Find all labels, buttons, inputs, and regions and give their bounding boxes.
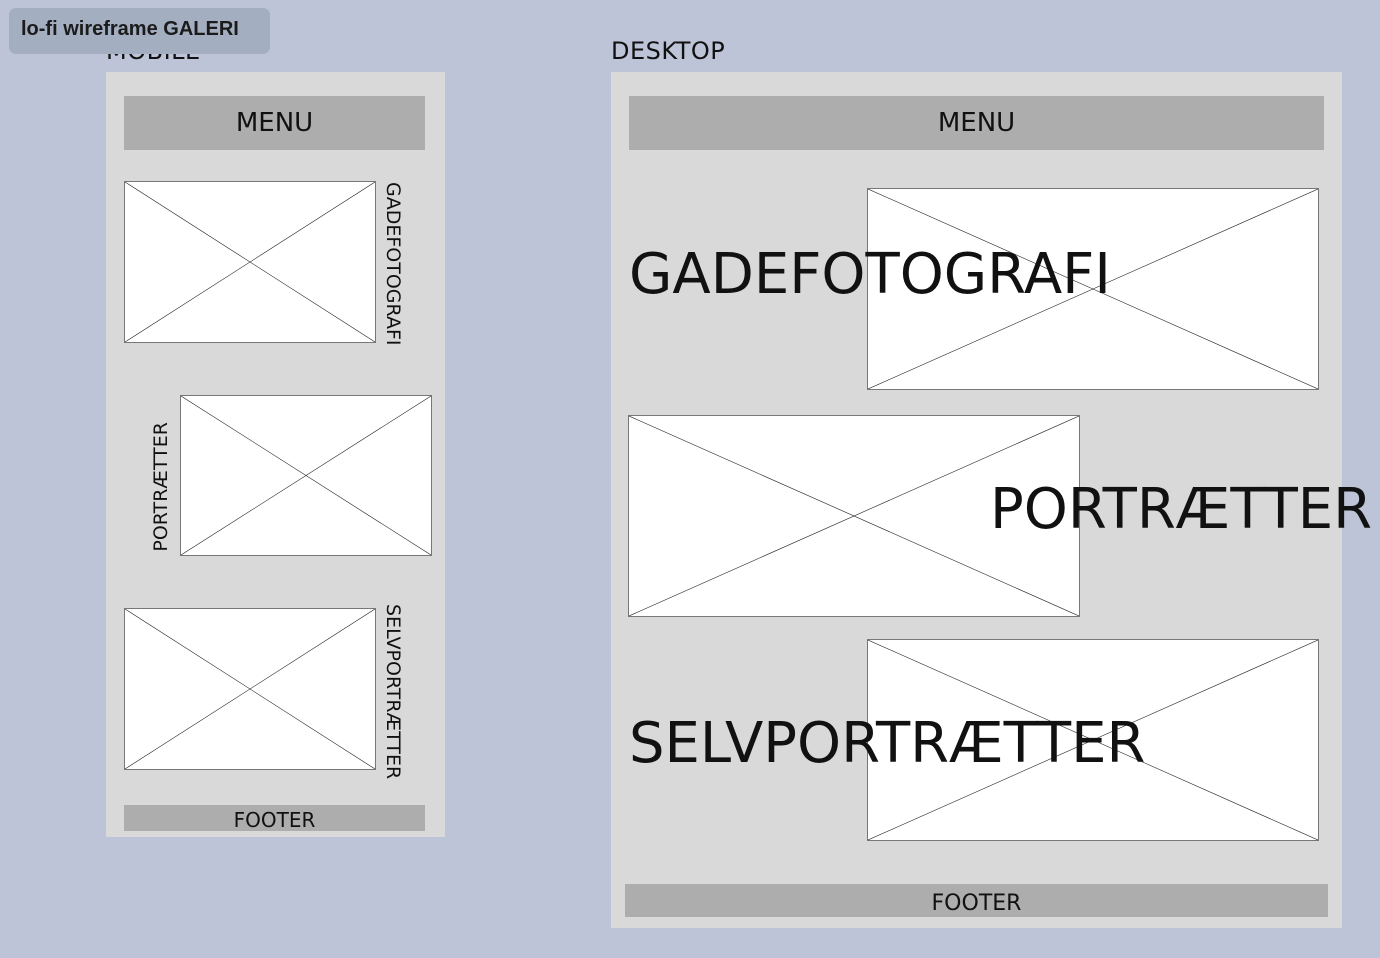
mobile-image-placeholder-selvportraetter — [124, 608, 376, 770]
file-name-tag[interactable]: lo-fi wireframe GALERI — [9, 8, 270, 54]
mobile-label-gadefotografi: GADEFOTOGRAFI — [382, 182, 404, 346]
mobile-image-placeholder-gadefotografi — [124, 181, 376, 343]
desktop-label-gadefotografi: GADEFOTOGRAFI — [629, 242, 1111, 307]
mobile-image-placeholder-portraetter — [180, 395, 432, 556]
mobile-label-portraetter: PORTRÆTTER — [150, 422, 172, 552]
desktop-menu-bar[interactable]: MENU — [629, 96, 1324, 150]
mobile-label-selvportraetter: SELVPORTRÆTTER — [382, 604, 404, 780]
mobile-footer-bar: FOOTER — [124, 805, 425, 832]
desktop-label-selvportraetter: SELVPORTRÆTTER — [629, 711, 1146, 776]
desktop-label-portraetter: PORTRÆTTER — [990, 477, 1373, 542]
desktop-footer-bar: FOOTER — [625, 884, 1328, 917]
desktop-image-placeholder-portraetter — [628, 415, 1080, 617]
desktop-frame-label: DESKTOP — [611, 37, 726, 65]
desktop-image-placeholder-gadefotografi — [867, 188, 1319, 390]
desktop-image-placeholder-selvportraetter — [867, 639, 1319, 841]
mobile-menu-bar[interactable]: MENU — [124, 96, 425, 150]
